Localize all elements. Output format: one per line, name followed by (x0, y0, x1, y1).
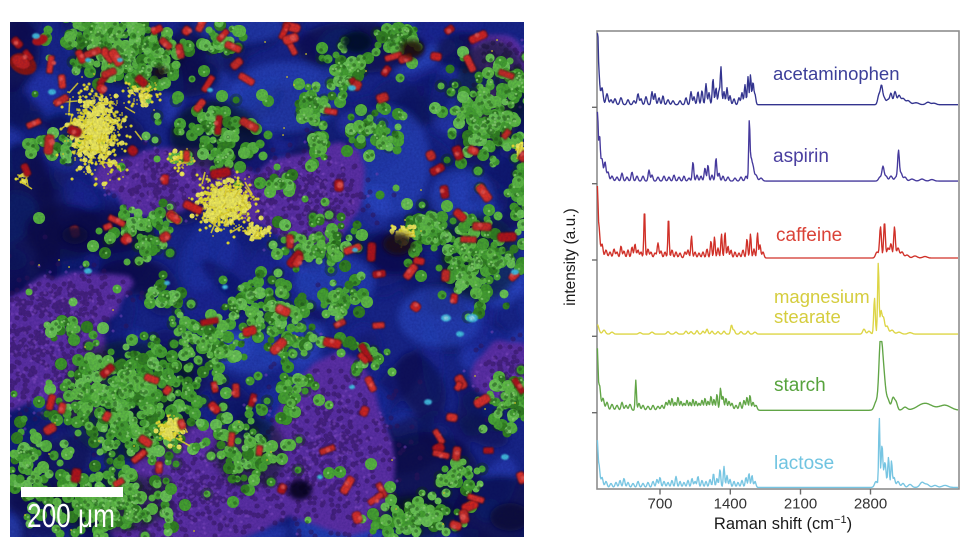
svg-text:700: 700 (647, 496, 672, 513)
svg-text:lactose: lactose (774, 453, 834, 474)
svg-text:200 μm: 200 μm (27, 497, 115, 534)
svg-text:stearate: stearate (774, 306, 841, 327)
svg-text:caffeine: caffeine (776, 225, 842, 246)
svg-text:intensity (a.u.): intensity (a.u.) (562, 208, 579, 305)
svg-text:starch: starch (774, 375, 826, 396)
svg-text:magnesium: magnesium (774, 286, 870, 307)
svg-text:Raman shift (cm−1): Raman shift (cm−1) (714, 514, 852, 533)
svg-text:1400: 1400 (714, 496, 747, 513)
svg-text:acetaminophen: acetaminophen (773, 63, 900, 84)
svg-text:2100: 2100 (784, 496, 817, 513)
svg-text:2800: 2800 (854, 496, 887, 513)
svg-text:aspirin: aspirin (773, 146, 829, 167)
